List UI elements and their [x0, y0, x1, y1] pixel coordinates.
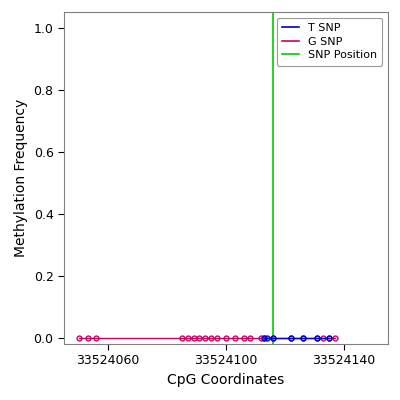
- Y-axis label: Methylation Frequency: Methylation Frequency: [14, 99, 28, 257]
- Legend: T SNP, G SNP, SNP Position: T SNP, G SNP, SNP Position: [277, 18, 382, 66]
- X-axis label: CpG Coordinates: CpG Coordinates: [167, 373, 285, 387]
